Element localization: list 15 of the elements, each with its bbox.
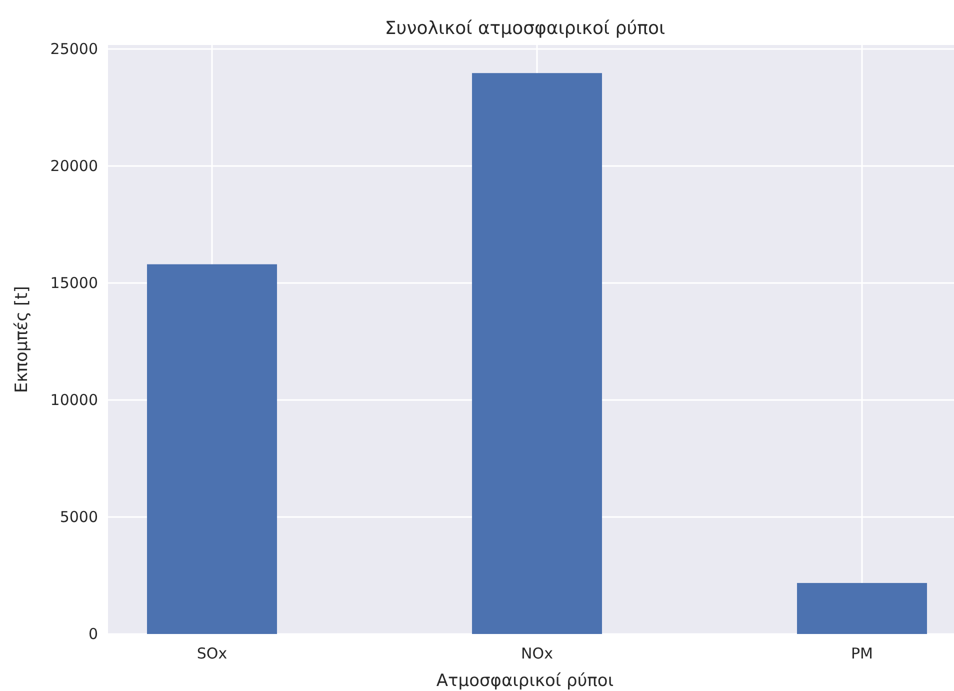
y-tick-label: 5000: [60, 508, 98, 526]
x-tick-label: PM: [851, 644, 873, 663]
bar: [797, 582, 927, 634]
y-axis-title: Εκπομπές [t]: [12, 286, 32, 393]
y-tick-label: 20000: [50, 156, 98, 175]
x-tick-label: NOx: [521, 644, 554, 663]
y-tick-label: 15000: [50, 274, 98, 292]
y-tick-label: 25000: [50, 40, 98, 58]
chart-title: Συνολικοί ατμοσφαιρικοί ρύποι: [384, 18, 666, 39]
y-tick-label: 10000: [50, 390, 98, 409]
bar: [147, 264, 277, 634]
bar: [472, 73, 602, 634]
y-tick-label: 0: [88, 624, 98, 643]
x-axis-title: Ατμοσφαιρικοί ρύποι: [436, 671, 614, 691]
x-tick-label: SOx: [196, 644, 228, 663]
